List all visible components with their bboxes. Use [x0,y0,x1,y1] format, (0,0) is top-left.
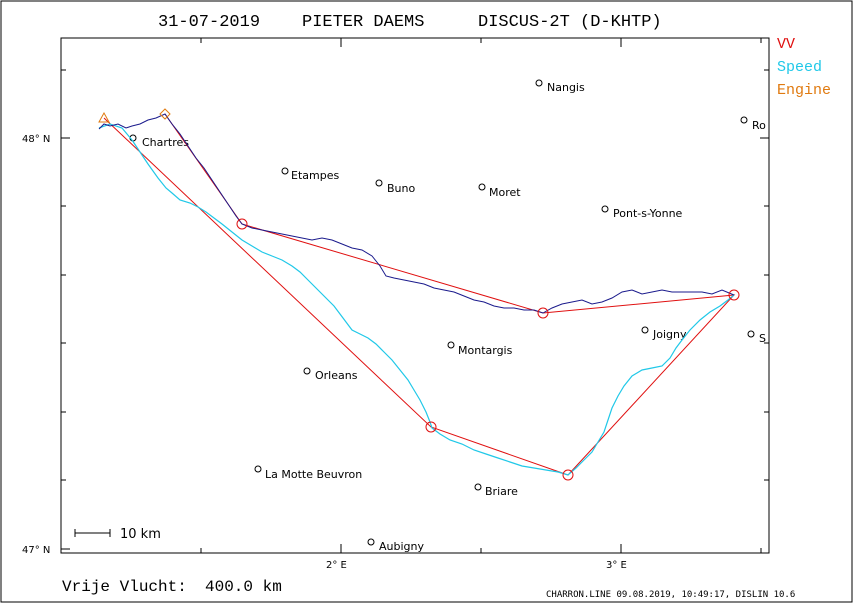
town-label-s: S [759,332,766,345]
town-marker-buno [375,179,383,187]
town-marker-briare [474,483,482,491]
town-marker-pont-s-yonne [601,205,609,213]
legend-speed: Speed [777,59,822,76]
town-label-buno: Buno [387,182,415,195]
flight-distance: 400.0 km [205,578,282,596]
town-marker-etampes [281,167,289,175]
title-pilot: PIETER DAEMS [302,13,424,32]
town-marker-montargis [447,341,455,349]
town-label-orleans: Orleans [315,369,358,382]
town-marker-la-motte-beuvron [254,465,262,473]
turnpoint-2 [425,421,437,433]
town-label-la-motte-beuvron: La Motte Beuvron [265,468,362,481]
top-ticks [200,38,762,47]
scale-bar-label: 10 km [120,527,161,542]
legend-engine: Engine [777,82,831,99]
turnpoint-3 [562,469,574,481]
scale-bar: 10 km [74,527,161,542]
flight-type-label: Vrije Vlucht: [62,578,187,596]
legend-vv: VV [777,36,795,53]
bottom-ticks [200,544,762,553]
town-marker-s [747,330,755,338]
town-marker-joigny [641,326,649,334]
town-label-ro: Ro [752,119,766,132]
lat-label-48: 48° N [22,134,50,145]
lat-label-47: 47° N [22,545,50,556]
speed-track [98,123,735,476]
map-frame [60,37,770,554]
town-marker-nangis [535,79,543,87]
town-label-joigny: Joigny [652,328,687,341]
lon-label-2: 2° E [326,560,347,571]
finish-diamond [159,108,171,120]
town-label-etampes: Etampes [291,169,339,182]
turnpoints [98,108,740,481]
credit-line: CHARRON.LINE 09.08.2019, 10:49:17, DISLI… [546,590,795,600]
title-date: 31-07-2019 [158,13,260,32]
town-label-briare: Briare [485,485,518,498]
turnpoint-5 [537,307,549,319]
task-route [103,113,736,476]
town-label-chartres: Chartres [142,136,189,149]
title-glider: DISCUS-2T (D-KHTP) [478,13,662,32]
start-triangle [98,111,110,123]
lon-label-3: 3° E [606,560,627,571]
towns: Nangis Chartres Etampes Buno Moret Pont-… [129,79,766,553]
town-label-aubigny: Aubigny [379,540,424,553]
town-label-pont-s-yonne: Pont-s-Yonne [613,207,683,220]
town-marker-ro [740,116,748,124]
town-marker-orleans [303,367,311,375]
turnpoint-4 [728,289,740,301]
town-label-montargis: Montargis [458,344,513,357]
town-marker-moret [478,183,486,191]
turnpoint-1 [236,218,248,230]
right-ticks [760,69,769,481]
town-label-moret: Moret [489,186,521,199]
left-ticks [61,69,70,550]
route-track [98,113,735,314]
town-label-nangis: Nangis [547,81,585,94]
town-marker-aubigny [367,538,375,546]
